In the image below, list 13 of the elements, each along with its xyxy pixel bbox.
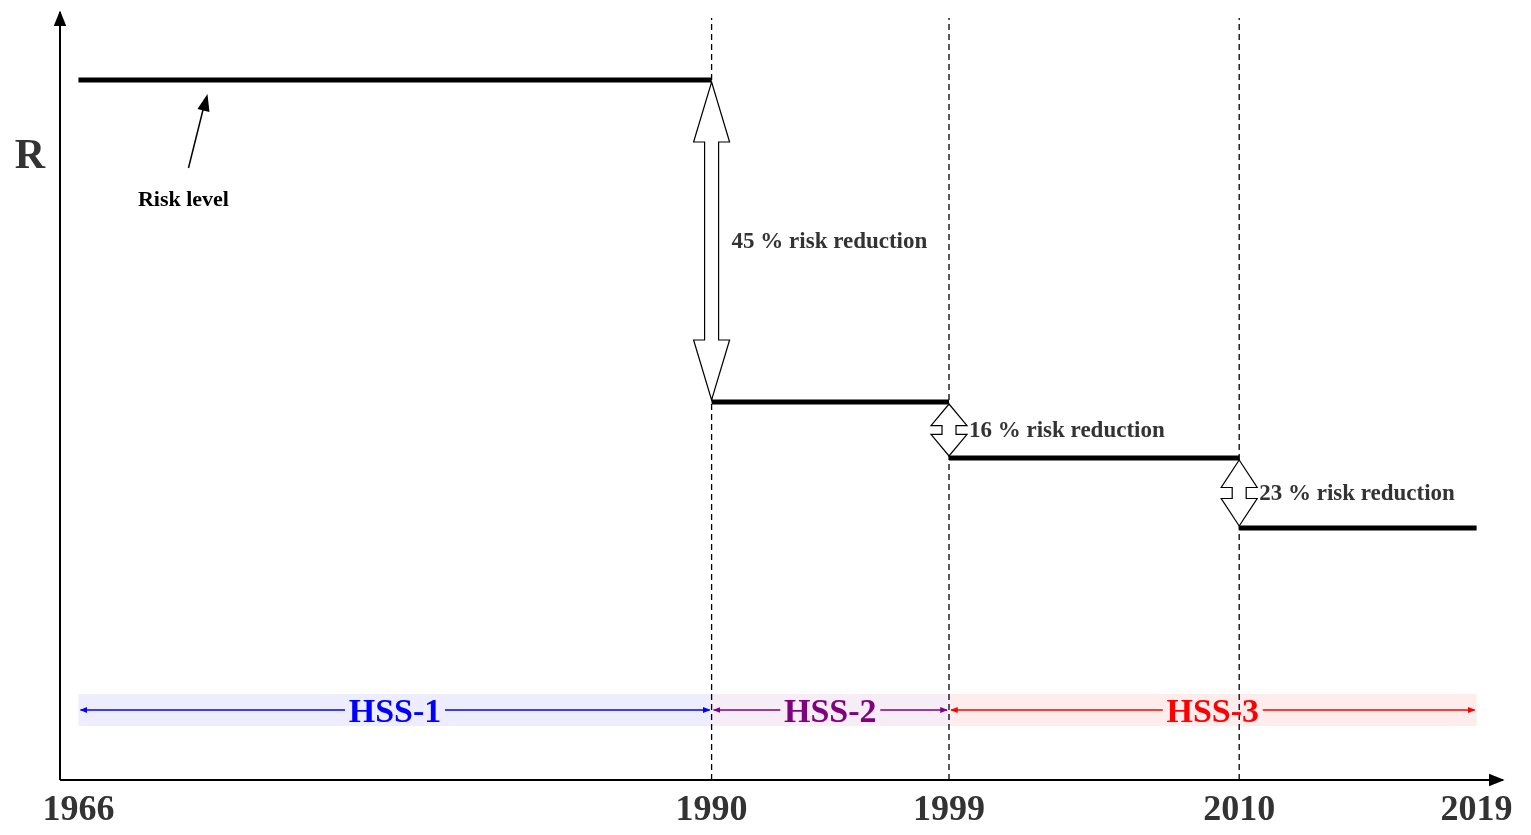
band-label: HSS-3: [1166, 692, 1260, 729]
x-tick-label: 2010: [1203, 788, 1276, 828]
x-tick-label: 1990: [675, 788, 748, 828]
band-label: HSS-2: [784, 692, 877, 729]
band-label: HSS-1: [348, 692, 442, 729]
annotation: 45 % risk reduction: [731, 228, 928, 253]
y-axis-title: R: [14, 131, 46, 177]
x-tick-label: 1966: [42, 788, 115, 828]
annotation: Risk level: [137, 186, 229, 211]
annotation: 23 % risk reduction: [1259, 480, 1456, 505]
annotation: 16 % risk reduction: [969, 417, 1165, 442]
x-tick-label: 2019: [1440, 788, 1513, 828]
x-tick-label: 1999: [913, 788, 986, 828]
